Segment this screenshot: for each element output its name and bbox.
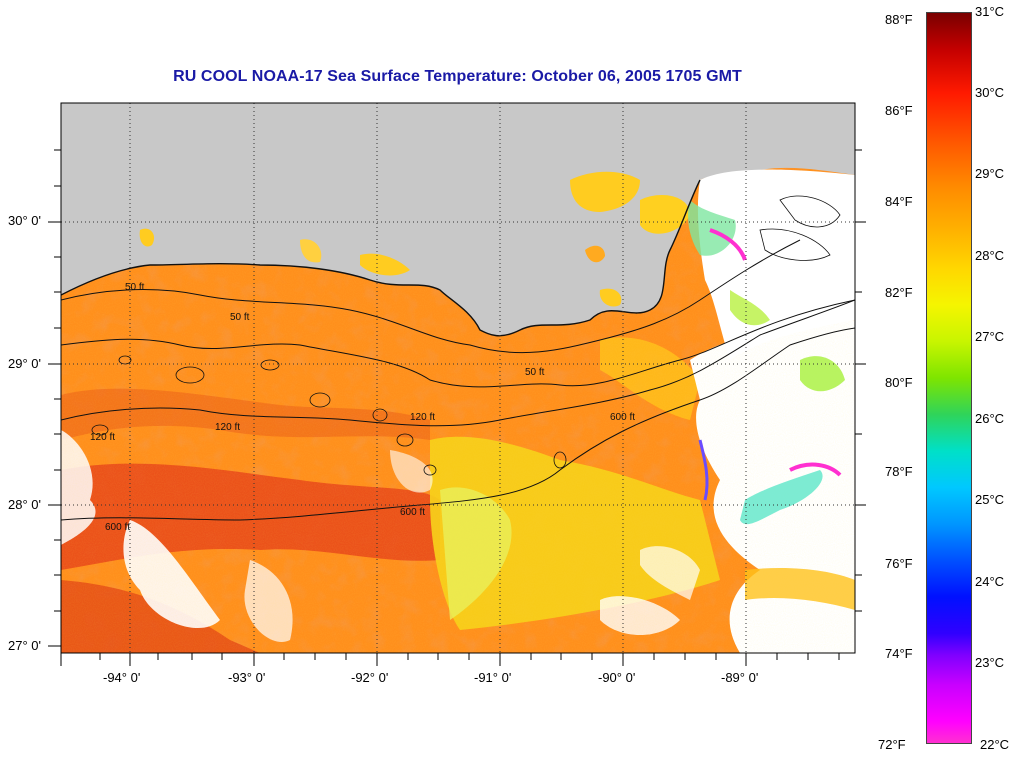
colorbar-c-label: 31°C (975, 4, 1005, 19)
coastline (61, 179, 701, 337)
lon-label-91: -91° 0' (474, 670, 512, 685)
colorbar-f-label: 82°F (885, 285, 913, 300)
colorbar-f-label: 78°F (885, 464, 913, 479)
contour-label-600: 600 ft (610, 412, 635, 423)
lon-label-89: -89° 0' (721, 670, 759, 685)
colorbar-c-label: 29°C (975, 166, 1005, 181)
contour-label-120: 120 ft (410, 412, 435, 423)
contour-label-120: 120 ft (90, 432, 115, 443)
lat-label-30: 30° 0' (8, 213, 41, 228)
colorbar-c-label: 30°C (975, 85, 1005, 100)
contour-label-50: 50 ft (230, 312, 250, 323)
graticule (61, 103, 855, 653)
colorbar-c-label: 27°C (975, 329, 1005, 344)
contour-label-50: 50 ft (125, 282, 145, 293)
colorbar-f-label: 80°F (885, 375, 913, 390)
lon-label-90: -90° 0' (598, 670, 636, 685)
contour-label-50: 50 ft (525, 367, 545, 378)
lon-label-93: -93° 0' (228, 670, 266, 685)
map-frame (60, 102, 856, 654)
colorbar-c-label: 28°C (975, 248, 1005, 263)
contour-label-120: 120 ft (215, 422, 240, 433)
lat-label-28: 28° 0' (8, 497, 41, 512)
colorbar-f-label: 84°F (885, 194, 913, 209)
colorbar-c-label: 25°C (975, 492, 1005, 507)
colorbar-c-label: 24°C (975, 574, 1005, 589)
contour-label-600: 600 ft (400, 507, 425, 518)
lon-label-94: -94° 0' (103, 670, 141, 685)
contour-label-600: 600 ft (105, 522, 130, 533)
colorbar-f-label: 72°F (878, 737, 906, 752)
colorbar-c-label: 26°C (975, 411, 1005, 426)
lat-label-29: 29° 0' (8, 356, 41, 371)
lat-label-27: 27° 0' (8, 638, 41, 653)
colorbar-f-label: 86°F (885, 103, 913, 118)
map-title: RU COOL NOAA-17 Sea Surface Temperature:… (173, 68, 742, 85)
colorbar-f-label: 76°F (885, 556, 913, 571)
colorbar-f-label: 88°F (885, 12, 913, 27)
colorbar (926, 12, 972, 744)
colorbar-c-label: 23°C (975, 655, 1005, 670)
colorbar-c-label: 22°C (980, 737, 1010, 752)
lon-label-92: -92° 0' (351, 670, 389, 685)
colorbar-f-label: 74°F (885, 646, 913, 661)
land-mass (61, 103, 855, 336)
